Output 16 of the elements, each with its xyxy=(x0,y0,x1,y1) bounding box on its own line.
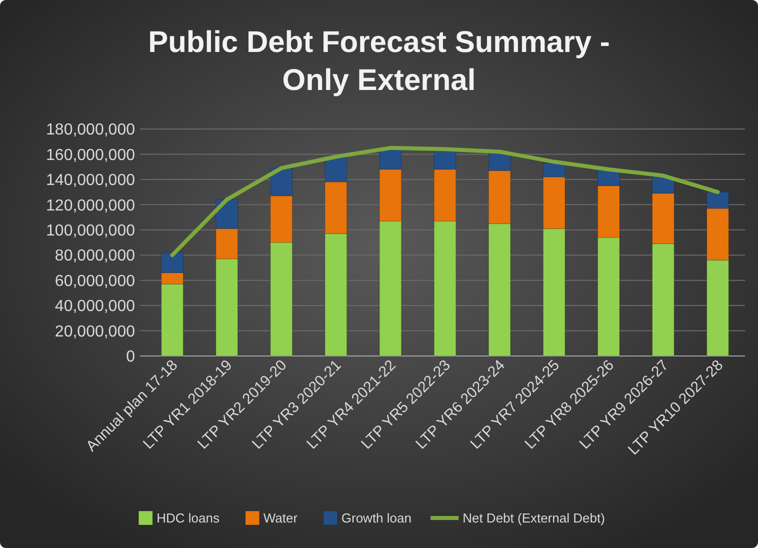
y-tick-label: 120,000,000 xyxy=(46,197,136,214)
y-tick-label: 80,000,000 xyxy=(54,248,136,265)
legend-label: Growth loan xyxy=(341,510,412,526)
y-tick-label: 160,000,000 xyxy=(46,146,136,164)
legend-label: Net Debt (External Debt) xyxy=(462,510,605,526)
y-tick-label: 20,000,000 xyxy=(54,323,136,340)
y-tick-label: 60,000,000 xyxy=(54,272,136,290)
y-tick-label: 100,000,000 xyxy=(46,222,136,240)
y-tick-label: 0 xyxy=(126,348,136,366)
legend-label: Water xyxy=(263,510,298,526)
chart-title: Public Debt Forecast Summary - Only External xyxy=(148,26,610,97)
legend-label: HDC loans xyxy=(156,510,220,526)
y-tick-label: 180,000,000 xyxy=(46,122,136,139)
y-tick-label: 40,000,000 xyxy=(54,298,136,316)
y-tick-label: 140,000,000 xyxy=(46,172,136,190)
line-series xyxy=(170,146,720,258)
